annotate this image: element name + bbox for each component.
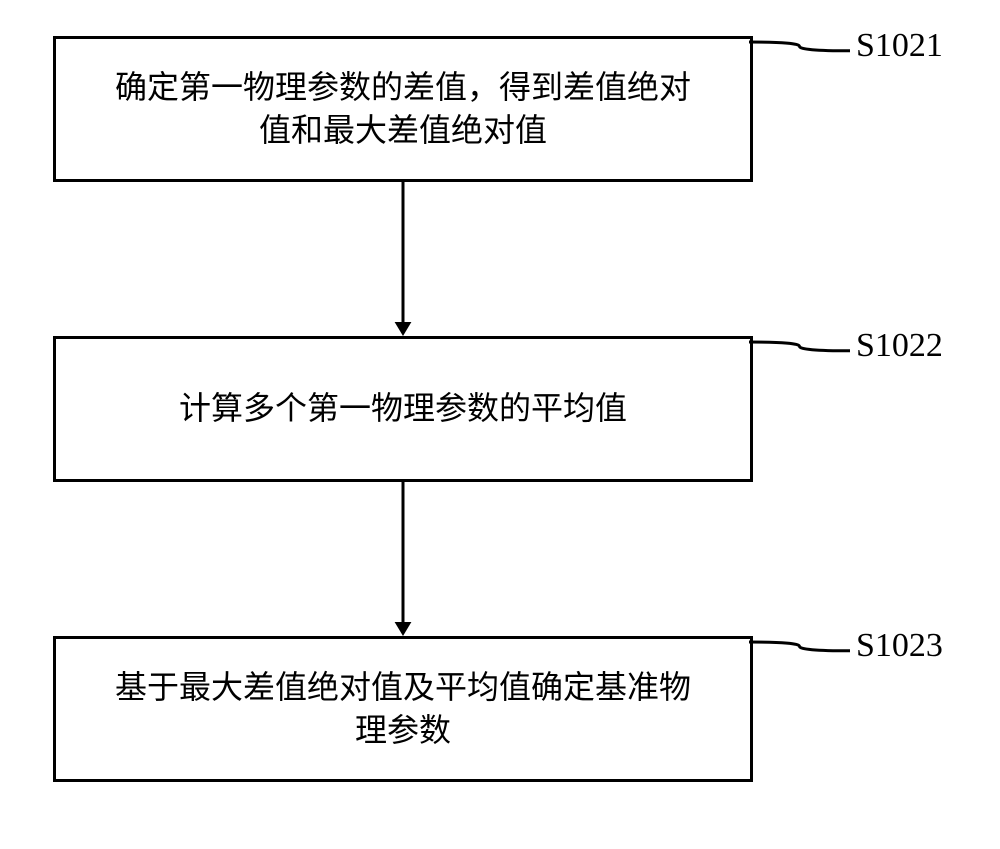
flowchart-canvas: 确定第一物理参数的差值，得到差值绝对 值和最大差值绝对值 计算多个第一物理参数的… — [0, 0, 1000, 849]
step-label-1: S1021 — [856, 27, 943, 65]
flowchart-node-1: 确定第一物理参数的差值，得到差值绝对 值和最大差值绝对值 — [53, 36, 753, 182]
step-label-2: S1022 — [856, 327, 943, 365]
step-label-3: S1023 — [856, 627, 943, 665]
flowchart-node-3: 基于最大差值绝对值及平均值确定基准物 理参数 — [53, 636, 753, 782]
flowchart-node-2: 计算多个第一物理参数的平均值 — [53, 336, 753, 482]
